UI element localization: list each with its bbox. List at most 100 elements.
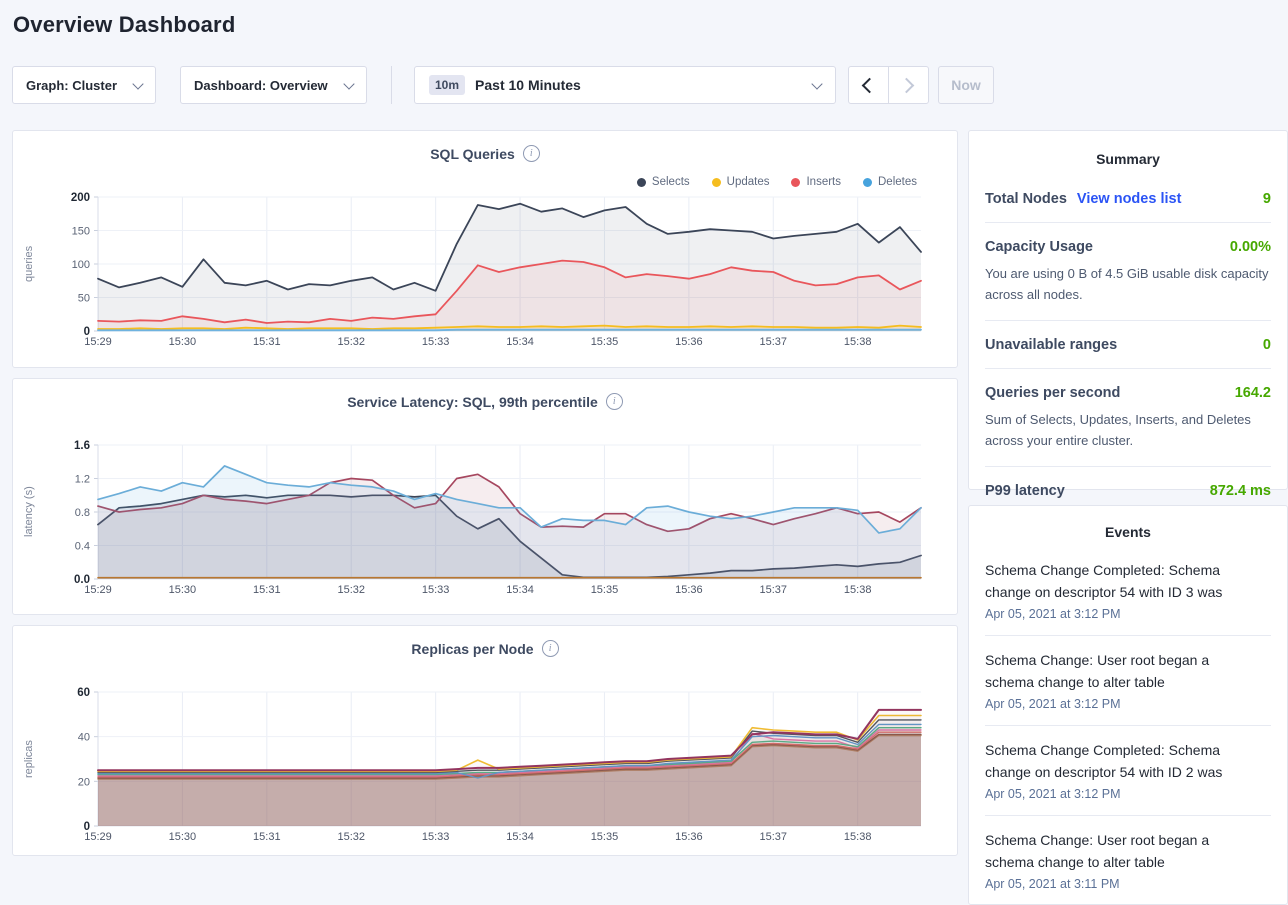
series-line-node-7 <box>97 731 922 778</box>
series-line-Selects <box>97 202 922 292</box>
capacity-usage-description: You are using 0 B of 4.5 GiB usable disk… <box>985 266 1269 303</box>
chart-title: SQL Queries <box>430 145 515 162</box>
event-text: Schema Change Completed: Schema change o… <box>985 562 1223 600</box>
legend-item-inserts[interactable]: Inserts <box>791 176 841 188</box>
y-axis-label: replicas <box>23 740 35 778</box>
legend-dot <box>636 177 646 187</box>
events-panel: Events Schema Change Completed: Schema c… <box>968 505 1288 905</box>
chevron-left-icon <box>861 77 878 93</box>
p99-latency-label: P99 latency <box>985 483 1065 500</box>
graph-dropdown[interactable]: Graph: Cluster <box>12 66 156 104</box>
series-fill-latency-maroon <box>98 474 921 579</box>
svg-text:1.6: 1.6 <box>74 440 90 452</box>
series-fill-node-8 <box>98 734 921 826</box>
legend-item-selects[interactable]: Selects <box>636 176 690 188</box>
svg-text:15:38: 15:38 <box>844 584 872 596</box>
legend-dot <box>863 177 872 187</box>
event-item: Schema Change: User root began a schema … <box>985 816 1271 905</box>
svg-text:15:32: 15:32 <box>337 584 365 596</box>
series-fill-Inserts <box>98 260 921 331</box>
info-icon[interactable]: i <box>605 393 623 410</box>
svg-text:15:31: 15:31 <box>253 336 281 348</box>
svg-text:15:35: 15:35 <box>591 584 619 596</box>
summary-row-qps: Queries per second 164.2 Sum of Selects,… <box>985 369 1271 468</box>
series-line-latency-maroon <box>97 473 922 533</box>
svg-text:15:38: 15:38 <box>844 336 872 348</box>
event-item: Schema Change: User root began a schema … <box>985 636 1271 726</box>
replicas-chart-canvas[interactable]: 15:29 15:30 15:31 15:32 15:33 15:34 15:35 15:36… <box>37 684 937 846</box>
legend-item-updates[interactable]: Updates <box>711 176 769 188</box>
summary-row-p99: P99 latency 872.4 ms <box>985 467 1271 514</box>
series-fill-node-4 <box>98 724 921 826</box>
sql-queries-chart-canvas[interactable]: 15:29 15:30 15:31 15:32 15:33 15:34 15:35 15:36… <box>37 189 937 351</box>
event-item: Schema Change Completed: Schema change o… <box>985 546 1271 636</box>
series-line-Inserts <box>97 259 922 324</box>
events-title: Events <box>1105 524 1151 540</box>
qps-description: Sum of Selects, Updates, Inserts, and De… <box>985 412 1251 449</box>
page-title: Overview Dashboard <box>13 12 236 37</box>
time-range-label: Past 10 Minutes <box>475 77 581 93</box>
series-fill-node-5 <box>98 727 921 826</box>
legend-label: Deletes <box>878 176 917 188</box>
info-icon[interactable]: i <box>541 640 559 657</box>
svg-text:15:31: 15:31 <box>253 831 281 843</box>
time-back-button[interactable] <box>849 67 889 103</box>
time-range-picker[interactable]: 10m Past 10 Minutes <box>414 66 836 104</box>
capacity-usage-label: Capacity Usage <box>985 239 1093 255</box>
svg-text:15:34: 15:34 <box>506 584 534 596</box>
svg-text:15:36: 15:36 <box>675 336 703 348</box>
svg-text:0.0: 0.0 <box>74 574 90 586</box>
series-fill-node-6 <box>98 730 921 826</box>
time-forward-button[interactable] <box>889 67 929 103</box>
chevron-right-icon <box>898 77 915 93</box>
toolbar-divider <box>391 66 392 104</box>
event-timestamp: Apr 05, 2021 at 3:12 PM <box>985 787 1121 801</box>
svg-text:50: 50 <box>78 293 90 305</box>
chevron-down-icon <box>132 77 144 90</box>
series-fill-node-2 <box>98 715 921 826</box>
svg-text:15:36: 15:36 <box>675 831 703 843</box>
svg-text:60: 60 <box>77 687 90 699</box>
chart-title-row: SQL Queries i <box>13 145 957 162</box>
series-line-latency-navy <box>97 494 922 579</box>
svg-text:15:32: 15:32 <box>337 831 365 843</box>
time-step-buttons <box>848 66 929 104</box>
svg-text:15:30: 15:30 <box>169 584 197 596</box>
summary-row-capacity: Capacity Usage 0.00% You are using 0 B o… <box>985 223 1271 322</box>
info-icon[interactable]: i <box>522 145 540 162</box>
series-fill-node-7 <box>98 732 921 826</box>
svg-text:15:35: 15:35 <box>591 831 619 843</box>
events-list: Schema Change Completed: Schema change o… <box>969 540 1287 905</box>
legend-item-deletes[interactable]: Deletes <box>863 176 917 188</box>
svg-text:15:29: 15:29 <box>84 336 112 348</box>
total-nodes-label: Total Nodes <box>985 191 1067 207</box>
series-fill-node-9 <box>98 735 921 826</box>
svg-text:15:35: 15:35 <box>591 336 619 348</box>
dashboard-dropdown[interactable]: Dashboard: Overview <box>180 66 367 104</box>
legend-label: Inserts <box>806 176 841 188</box>
svg-text:15:34: 15:34 <box>506 831 534 843</box>
svg-text:15:33: 15:33 <box>422 831 450 843</box>
summary-title: Summary <box>1096 151 1160 167</box>
series-line-node-2 <box>97 714 922 773</box>
legend-label: Selects <box>651 176 690 188</box>
summary-row-unavailable-ranges: Unavailable ranges 0 <box>985 321 1271 370</box>
chevron-down-icon <box>811 77 823 90</box>
svg-text:15:38: 15:38 <box>844 831 872 843</box>
now-button[interactable]: Now <box>938 66 994 104</box>
series-line-latency-blue <box>97 465 922 534</box>
y-axis-label: latency (s) <box>23 486 35 538</box>
service-latency-chart-canvas[interactable]: 15:29 15:30 15:31 15:32 15:33 15:34 15:35 15:36… <box>37 437 937 599</box>
svg-text:100: 100 <box>72 259 90 271</box>
svg-text:200: 200 <box>71 192 90 204</box>
chart-title-row: Replicas per Node i <box>13 640 957 657</box>
svg-text:15:29: 15:29 <box>84 831 112 843</box>
chart-title: Replicas per Node <box>411 640 534 657</box>
series-line-Deletes <box>97 328 922 332</box>
view-nodes-list-link[interactable]: View nodes list <box>1076 191 1182 207</box>
series-fill-node-3 <box>98 719 921 826</box>
capacity-usage-value: 0.00% <box>1229 239 1271 255</box>
svg-text:15:37: 15:37 <box>760 336 788 348</box>
event-text: Schema Change: User root began a schema … <box>985 652 1210 690</box>
unavailable-ranges-label: Unavailable ranges <box>985 337 1118 354</box>
